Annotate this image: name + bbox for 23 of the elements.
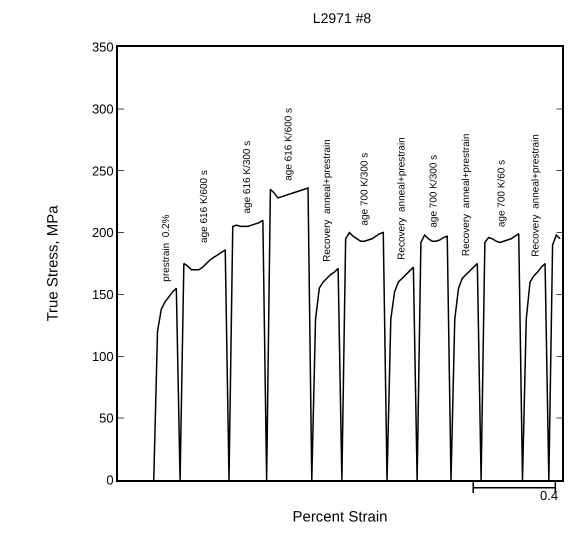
- annotation: age 616 K/600 s: [199, 170, 210, 243]
- y-tick-label: 0: [106, 472, 114, 488]
- annotation: prestrain 0.2%: [161, 214, 172, 282]
- y-axis-title: True Stress, MPa: [44, 204, 62, 322]
- annotation: Recovery anneal+prestrain: [322, 139, 333, 262]
- annotation: age 700 K/300 s: [428, 154, 440, 228]
- y-tick-label: 350: [92, 40, 114, 55]
- y-tick-label: 250: [92, 163, 114, 178]
- y-tick-label: 150: [92, 286, 114, 302]
- y-tick-label: 100: [92, 348, 114, 364]
- annotation: age 700 K/60 s: [496, 160, 508, 228]
- y-tick-label: 300: [92, 101, 114, 116]
- annotation: age 616 K/300 s: [242, 140, 254, 214]
- chart-title: L2971 #8: [312, 10, 372, 26]
- annotation: Recovery anneal+prestrain: [530, 134, 542, 257]
- annotation: Recovery anneal+prestrain: [396, 137, 408, 260]
- y-tick-label: 50: [99, 410, 114, 426]
- annotation: age 616 K/600 s: [284, 108, 295, 181]
- text: 0.4: [540, 488, 558, 503]
- y-tick-label: 200: [92, 225, 114, 240]
- annotation: age 700 K/300 s: [359, 152, 370, 226]
- annotation: Recovery anneal+prestrain: [461, 134, 472, 256]
- x-axis-title: Percent Strain: [292, 508, 388, 526]
